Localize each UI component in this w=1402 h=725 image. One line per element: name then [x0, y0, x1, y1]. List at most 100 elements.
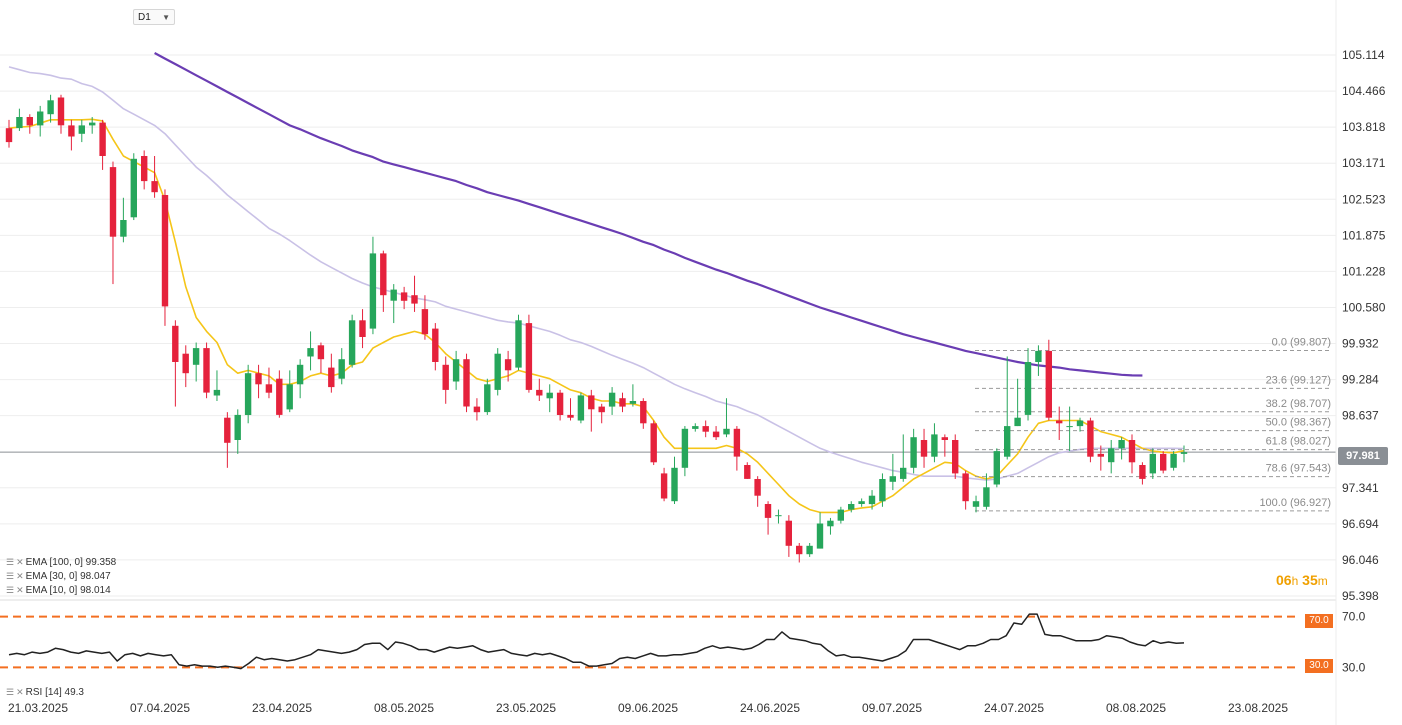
candle-body — [900, 467, 907, 479]
indicator-ema10[interactable]: ☰ ✕ EMA [10, 0] 98.014 — [6, 584, 111, 596]
candle-body — [796, 545, 803, 555]
candle-body — [380, 253, 387, 296]
candle-body — [806, 545, 813, 555]
ema-lines — [8, 52, 1185, 514]
ema-line-2 — [154, 52, 1143, 377]
candle-body — [1014, 417, 1021, 427]
price-axis[interactable]: 105.114 104.466 103.818 103.171 102.523 101.8… — [1342, 48, 1386, 603]
date-tick-label: 21.03.2025 — [8, 701, 68, 715]
candle-body — [1066, 426, 1073, 428]
candle-body — [161, 195, 169, 307]
price-tick-label: 101.875 — [1342, 228, 1386, 242]
indicator-ema100[interactable]: ☰ ✕ EMA [100, 0] 99.358 — [6, 556, 116, 568]
fibonacci-levels: 0.0 (99.807) 23.6 (99.127) 38.2 (98.707) 50… — [975, 337, 1332, 512]
drag-handle-icon[interactable]: ☰ — [6, 571, 14, 581]
indicator-ema30[interactable]: ☰ ✕ EMA [30, 0] 98.047 — [6, 570, 111, 582]
candle-body — [1139, 465, 1146, 479]
date-tick-label: 23.08.2025 — [1228, 701, 1288, 715]
timeframe-selector[interactable]: D1 ▼ — [133, 9, 175, 25]
price-tick-label: 95.398 — [1342, 589, 1379, 603]
timeframe-label: D1 — [138, 12, 151, 23]
candle-body — [1076, 420, 1084, 427]
candle-body — [224, 417, 231, 443]
candle-body — [151, 181, 158, 193]
candle-body — [868, 495, 876, 505]
dropdown-arrow-icon: ▼ — [162, 13, 170, 22]
date-tick-label: 24.06.2025 — [740, 701, 800, 715]
price-tick-label: 96.046 — [1342, 553, 1379, 567]
candle-body — [1128, 440, 1136, 463]
candle-body — [681, 428, 689, 468]
candle-body — [141, 156, 148, 182]
candle-body — [5, 128, 13, 143]
candle-body — [920, 440, 928, 457]
candle-body — [525, 323, 533, 390]
close-icon[interactable]: ✕ — [16, 557, 23, 567]
candle-body — [1097, 453, 1104, 457]
price-tick-label: 97.341 — [1342, 481, 1379, 495]
price-tick-label: 99.284 — [1342, 373, 1379, 387]
date-tick-label: 08.08.2025 — [1106, 701, 1166, 715]
candle-body — [26, 117, 33, 126]
close-icon[interactable]: ✕ — [16, 687, 23, 697]
candle-body — [359, 320, 366, 337]
fib-level-label: 0.0 (99.807) — [1272, 337, 1331, 349]
candle-body — [962, 473, 969, 502]
candle-body — [484, 384, 491, 413]
rsi-line — [8, 613, 1185, 670]
date-tick-label: 09.07.2025 — [862, 701, 922, 715]
candle-body — [400, 292, 408, 301]
ema-line-0 — [8, 118, 1185, 514]
countdown-hours-unit: h — [1291, 574, 1299, 588]
ema-line-1 — [8, 66, 1185, 481]
fib-level-label: 78.6 (97.543) — [1266, 463, 1331, 475]
candle-body — [120, 220, 127, 237]
fib-level-label: 38.2 (98.707) — [1266, 398, 1331, 410]
candle-body — [702, 426, 709, 432]
candle-body — [764, 504, 772, 518]
current-price-tag: 97.981 — [1338, 447, 1388, 465]
time-axis[interactable]: 21.03.2025 07.04.2025 23.04.2025 08.05.2025… — [8, 701, 1288, 715]
countdown-minutes: 35 — [1302, 572, 1318, 588]
candle-body — [203, 348, 210, 393]
candle-body — [1035, 350, 1042, 362]
candle-body — [244, 373, 252, 415]
indicator-rsi[interactable]: ☰ ✕ RSI [14] 49.3 — [6, 686, 84, 698]
date-tick-label: 24.07.2025 — [984, 701, 1044, 715]
price-tick-label: 100.580 — [1342, 300, 1386, 314]
candle-body — [1118, 440, 1125, 449]
candle-body — [577, 395, 585, 421]
candle-body — [1087, 420, 1094, 457]
candle-body — [307, 348, 314, 357]
countdown-minutes-unit: m — [1317, 574, 1328, 588]
drag-handle-icon[interactable]: ☰ — [6, 585, 14, 595]
candle-body — [442, 364, 449, 390]
candle-body — [99, 122, 106, 156]
candle-body — [744, 465, 751, 479]
candle-body — [567, 414, 574, 418]
fib-level-label: 61.8 (98.027) — [1266, 436, 1331, 448]
candle-body — [1045, 350, 1052, 418]
candle-body — [650, 423, 657, 463]
close-icon[interactable]: ✕ — [16, 585, 23, 595]
close-icon[interactable]: ✕ — [16, 571, 23, 581]
candle-body — [494, 353, 501, 390]
date-tick-label: 23.05.2025 — [496, 701, 556, 715]
price-tick-label: 101.228 — [1342, 264, 1386, 278]
candles — [5, 94, 1188, 563]
candle-body — [255, 373, 262, 385]
candle-body — [754, 479, 761, 496]
price-tick-label: 104.466 — [1342, 84, 1386, 98]
candle-body — [16, 117, 23, 129]
candle-body — [1056, 420, 1063, 424]
candle-body — [1170, 453, 1177, 468]
countdown-hours: 06 — [1276, 572, 1292, 588]
candle-body — [192, 348, 200, 365]
candle-body — [827, 520, 834, 527]
candle-body — [671, 467, 678, 502]
candle-body — [619, 398, 626, 407]
drag-handle-icon[interactable]: ☰ — [6, 687, 14, 697]
drag-handle-icon[interactable]: ☰ — [6, 557, 14, 567]
candle-body — [421, 309, 429, 335]
